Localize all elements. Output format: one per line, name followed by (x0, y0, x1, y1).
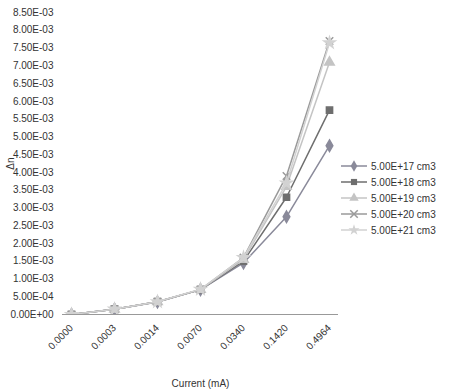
svg-text:3.50E-03: 3.50E-03 (13, 184, 54, 195)
svg-text:5.00E-03: 5.00E-03 (13, 131, 54, 142)
svg-text:2.50E-03: 2.50E-03 (13, 220, 54, 231)
svg-text:8.50E-03: 8.50E-03 (13, 7, 54, 18)
svg-text:5.00E-04: 5.00E-04 (13, 291, 54, 302)
svg-text:3.00E-03: 3.00E-03 (13, 202, 54, 213)
svg-text:0.0003: 0.0003 (89, 322, 119, 352)
svg-text:0.4964: 0.4964 (304, 322, 334, 352)
svg-text:0.0000: 0.0000 (46, 322, 76, 352)
svg-text:2.00E-03: 2.00E-03 (13, 238, 54, 249)
svg-text:7.50E-03: 7.50E-03 (13, 42, 54, 53)
svg-text:0.00E+00: 0.00E+00 (10, 309, 54, 320)
svg-text:0.1420: 0.1420 (261, 322, 291, 352)
svg-text:5.50E-03: 5.50E-03 (13, 113, 54, 124)
svg-text:6.00E-03: 6.00E-03 (13, 96, 54, 107)
svg-text:0.0014: 0.0014 (132, 322, 162, 352)
svg-text:4.50E-03: 4.50E-03 (13, 149, 54, 160)
html-text:5.00E+21 cm3: 5.00E+21 cm3 (371, 224, 436, 236)
svg-text:1.00E-03: 1.00E-03 (13, 273, 54, 284)
html-text:5.00E+17 cm3: 5.00E+17 cm3 (371, 160, 436, 172)
html-text:5.00E+19 cm3: 5.00E+19 cm3 (371, 192, 436, 204)
svg-text:4.00E-03: 4.00E-03 (13, 167, 54, 178)
svg-text:0.0070: 0.0070 (175, 322, 205, 352)
html-text:5.00E+20 cm3: 5.00E+20 cm3 (371, 208, 436, 220)
svg-text:Current (mA): Current (mA) (172, 378, 230, 389)
html-text:5.00E+18 cm3: 5.00E+18 cm3 (371, 176, 436, 188)
svg-text:8.00E-03: 8.00E-03 (13, 24, 54, 35)
svg-text:6.50E-03: 6.50E-03 (13, 78, 54, 89)
svg-text:1.50E-03: 1.50E-03 (13, 255, 54, 266)
svg-text:7.00E-03: 7.00E-03 (13, 60, 54, 71)
svg-text:Δn: Δn (5, 157, 16, 169)
svg-text:0.0340: 0.0340 (218, 322, 248, 352)
